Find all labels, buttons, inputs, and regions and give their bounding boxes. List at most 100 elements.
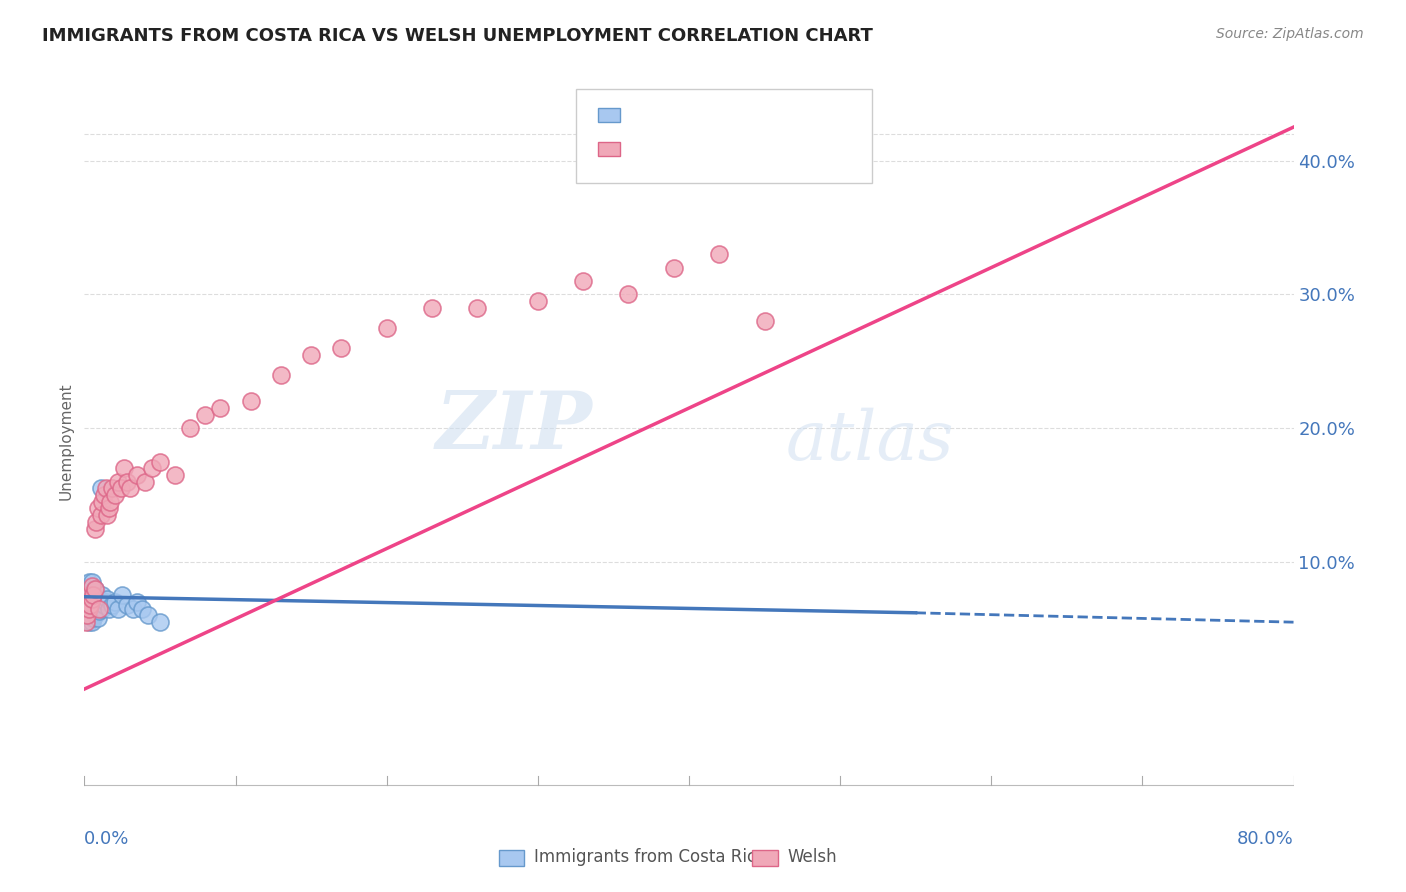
Text: Welsh: Welsh — [787, 848, 837, 866]
Point — [127, 595, 149, 609]
Point — [76, 608, 98, 623]
Point — [121, 602, 143, 616]
Point — [91, 602, 114, 616]
Point — [96, 592, 118, 607]
Point — [87, 598, 110, 612]
Point — [467, 301, 489, 315]
Point — [80, 589, 103, 603]
Point — [799, 167, 821, 181]
Point — [80, 615, 103, 630]
Point — [82, 589, 104, 603]
Point — [94, 595, 117, 609]
Point — [115, 598, 138, 612]
Point — [77, 602, 100, 616]
Point — [107, 475, 129, 489]
Point — [93, 598, 115, 612]
Point — [270, 368, 292, 382]
Point — [110, 482, 132, 496]
Point — [118, 482, 141, 496]
Point — [76, 595, 98, 609]
Point — [75, 589, 97, 603]
Point — [80, 575, 103, 590]
Text: 80.0%: 80.0% — [1237, 830, 1294, 847]
Y-axis label: Unemployment: Unemployment — [58, 383, 73, 500]
Point — [93, 488, 115, 502]
Point — [299, 348, 322, 362]
Point — [127, 467, 149, 482]
Point — [87, 501, 110, 516]
Point — [131, 602, 153, 616]
Point — [141, 461, 163, 475]
Point — [617, 287, 640, 301]
Point — [100, 482, 122, 496]
Point — [134, 475, 156, 489]
Point — [79, 582, 101, 596]
Point — [98, 494, 121, 508]
Point — [77, 589, 100, 603]
Point — [104, 488, 127, 502]
Text: R = -0.042  N = 45: R = -0.042 N = 45 — [630, 105, 801, 123]
Point — [115, 475, 138, 489]
Point — [194, 408, 217, 422]
Point — [79, 595, 101, 609]
Point — [149, 615, 172, 630]
Point — [76, 595, 98, 609]
Point — [76, 582, 98, 596]
Point — [239, 394, 262, 409]
Point — [111, 589, 134, 603]
Point — [84, 582, 107, 596]
Point — [75, 615, 97, 630]
Point — [91, 494, 114, 508]
Point — [754, 314, 776, 328]
Point — [77, 602, 100, 616]
Point — [100, 598, 122, 612]
Point — [97, 501, 120, 516]
Point — [572, 274, 595, 288]
Point — [209, 401, 232, 416]
Point — [86, 515, 108, 529]
Point — [375, 320, 398, 334]
Point — [179, 421, 201, 435]
Text: atlas: atlas — [786, 409, 955, 475]
Point — [89, 602, 111, 616]
Point — [77, 615, 100, 630]
Point — [80, 592, 103, 607]
Point — [84, 608, 107, 623]
Point — [77, 589, 100, 603]
Point — [165, 467, 187, 482]
Point — [89, 605, 111, 619]
Point — [82, 611, 104, 625]
Point — [75, 602, 97, 616]
Point — [527, 294, 550, 309]
Point — [89, 591, 111, 606]
Point — [136, 608, 159, 623]
Text: R =  0.779  N = 50: R = 0.779 N = 50 — [630, 139, 800, 157]
Point — [84, 595, 107, 609]
Point — [90, 482, 112, 496]
Point — [149, 455, 172, 469]
Point — [80, 602, 103, 616]
Point — [90, 508, 112, 523]
Point — [86, 592, 108, 607]
Point — [84, 582, 107, 596]
Point — [96, 508, 118, 523]
Point — [662, 260, 685, 275]
Point — [77, 575, 100, 590]
Point — [82, 584, 104, 599]
Point — [76, 608, 98, 623]
Point — [79, 608, 101, 623]
Point — [82, 598, 104, 612]
Point — [80, 579, 103, 593]
Point — [107, 602, 129, 616]
Text: 0.0%: 0.0% — [84, 830, 129, 847]
Text: Immigrants from Costa Rica: Immigrants from Costa Rica — [534, 848, 766, 866]
Text: Source: ZipAtlas.com: Source: ZipAtlas.com — [1216, 27, 1364, 41]
Point — [84, 521, 107, 535]
Point — [94, 482, 117, 496]
Point — [112, 461, 135, 475]
Text: IMMIGRANTS FROM COSTA RICA VS WELSH UNEMPLOYMENT CORRELATION CHART: IMMIGRANTS FROM COSTA RICA VS WELSH UNEM… — [42, 27, 873, 45]
Point — [104, 595, 127, 609]
Point — [709, 247, 731, 261]
Point — [330, 341, 353, 355]
Text: ZIP: ZIP — [436, 388, 592, 466]
